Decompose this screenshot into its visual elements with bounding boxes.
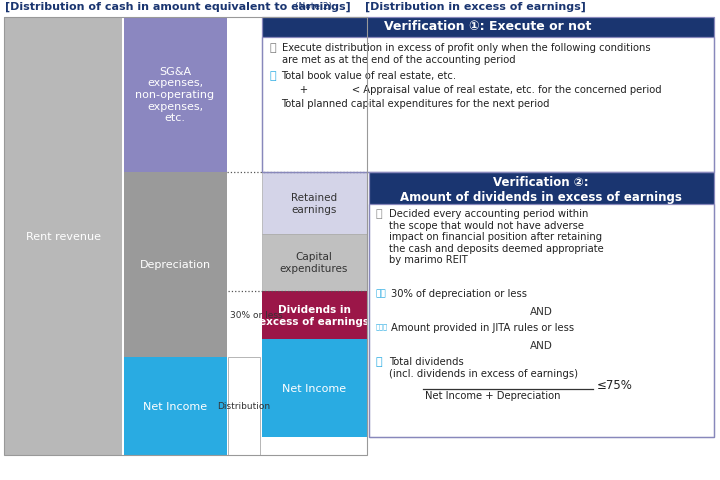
Text: Net Income + Depreciation: Net Income + Depreciation [425, 390, 560, 400]
Bar [262, 38, 714, 173]
Text: Total book value of real estate, etc.: Total book value of real estate, etc. [281, 71, 456, 81]
Text: Verification ①: Execute or not: Verification ①: Execute or not [384, 20, 592, 33]
Text: SG&A
expenses,
non-operating
expenses,
etc.: SG&A expenses, non-operating expenses, e… [135, 67, 215, 123]
Text: Depreciation: Depreciation [140, 260, 210, 269]
Bar [228, 357, 260, 455]
Text: Verification ②:
Amount of dividends in excess of earnings: Verification ②: Amount of dividends in e… [400, 176, 682, 204]
Bar [262, 235, 367, 291]
Bar [262, 173, 367, 235]
Text: AND: AND [530, 306, 552, 316]
Bar [4, 18, 122, 455]
Bar [124, 18, 227, 173]
Bar [369, 204, 714, 437]
Text: Amount provided in JITA rules or less: Amount provided in JITA rules or less [391, 323, 574, 332]
Text: [Distribution in excess of earnings]: [Distribution in excess of earnings] [365, 2, 586, 12]
Bar [124, 173, 227, 357]
Bar [4, 18, 367, 455]
Text: ⓘ: ⓘ [269, 71, 276, 81]
Text: ⓝ: ⓝ [376, 356, 382, 366]
Text: ≤75%: ≤75% [597, 378, 633, 391]
Text: Dividends in
excess of earnings: Dividends in excess of earnings [259, 305, 369, 326]
Bar [262, 18, 714, 38]
Bar [369, 173, 714, 204]
Text: Ⓑ: Ⓑ [376, 209, 382, 218]
Text: 30% of depreciation or less: 30% of depreciation or less [391, 288, 527, 299]
Bar [262, 291, 367, 339]
Text: Net Income: Net Income [282, 383, 346, 393]
Text: ⓘⓘⓘ: ⓘⓘⓘ [376, 323, 388, 329]
Text: Net Income: Net Income [143, 401, 207, 411]
Text: 30% or less: 30% or less [230, 311, 283, 320]
Text: Decided every accounting period within
the scope that would not have adverse
imp: Decided every accounting period within t… [389, 209, 604, 265]
Bar [262, 18, 714, 173]
Text: Ⓐ: Ⓐ [269, 43, 276, 53]
Bar [124, 357, 227, 455]
Bar [369, 173, 714, 437]
Text: ⓘⓘ: ⓘⓘ [376, 288, 387, 298]
Text: [Distribution of cash in amount equivalent to earnings]: [Distribution of cash in amount equivale… [5, 2, 351, 12]
Bar [262, 339, 367, 437]
Text: Capital
expenditures: Capital expenditures [280, 252, 348, 273]
Text: Distribution: Distribution [217, 402, 271, 411]
Text: (Note 2): (Note 2) [295, 2, 332, 11]
Text: +              < Appraisal value of real estate, etc. for the concerned period: + < Appraisal value of real estate, etc.… [281, 85, 662, 95]
Text: Rent revenue: Rent revenue [25, 231, 101, 241]
Text: Total dividends
(incl. dividends in excess of earnings): Total dividends (incl. dividends in exce… [389, 356, 578, 378]
Text: Execute distribution in excess of profit only when the following conditions
are : Execute distribution in excess of profit… [282, 43, 651, 64]
Text: AND: AND [530, 340, 552, 350]
Text: Total planned capital expenditures for the next period: Total planned capital expenditures for t… [281, 99, 549, 109]
Text: Retained
earnings: Retained earnings [291, 193, 337, 215]
